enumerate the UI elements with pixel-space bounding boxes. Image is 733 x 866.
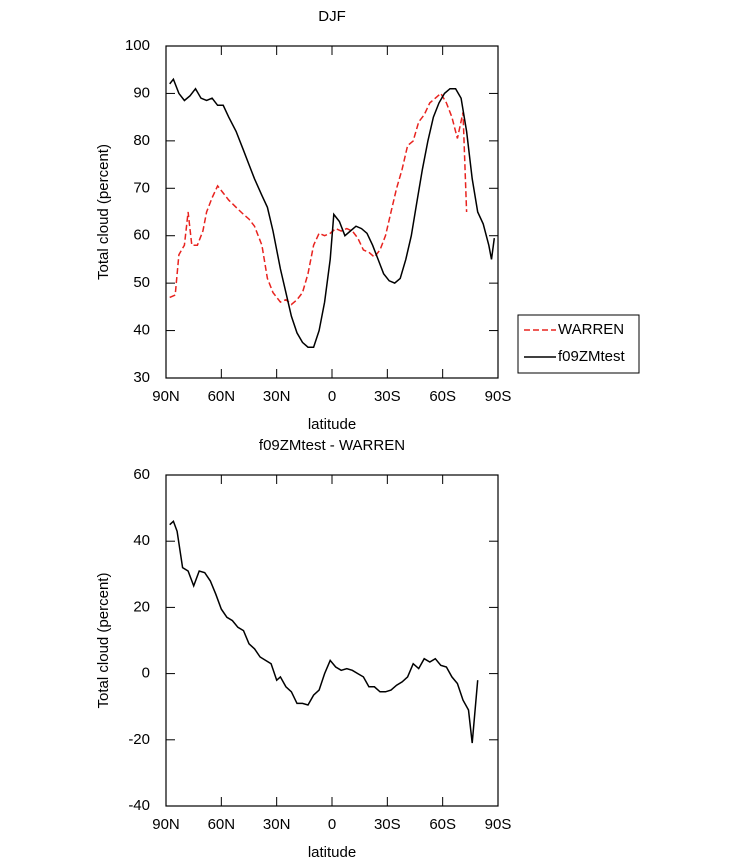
- chart-title: DJF: [318, 8, 346, 25]
- y-axis-label: Total cloud (percent): [95, 573, 112, 709]
- data-line: [169, 92, 468, 306]
- x-tick-label: 30N: [263, 388, 291, 405]
- x-tick-label: 60S: [429, 388, 456, 405]
- x-tick-label: 0: [328, 816, 336, 833]
- y-tick-label: 50: [133, 274, 150, 291]
- y-tick-label: 80: [133, 132, 150, 149]
- y-tick-label: 100: [125, 37, 150, 54]
- y-axis-label: Total cloud (percent): [95, 144, 112, 280]
- x-tick-label: 60S: [429, 816, 456, 833]
- data-line: [169, 519, 479, 744]
- chart-title: f09ZMtest - WARREN: [259, 437, 405, 454]
- y-tick-label: 70: [133, 179, 150, 196]
- y-tick-label: 0: [142, 665, 150, 682]
- y-tick-label: 60: [133, 466, 150, 483]
- y-tick-label: 40: [133, 532, 150, 549]
- x-tick-label: 30S: [374, 816, 401, 833]
- x-tick-label: 30S: [374, 388, 401, 405]
- x-tick-label: 30N: [263, 816, 291, 833]
- legend-label: f09ZMtest: [558, 348, 626, 365]
- x-tick-label: 60N: [208, 388, 236, 405]
- y-tick-label: 30: [133, 369, 150, 386]
- legend-label: WARREN: [558, 321, 624, 338]
- x-axis-label: latitude: [308, 416, 356, 433]
- plot-frame: [165, 474, 499, 807]
- plot-frame: [165, 45, 499, 379]
- y-tick-label: -40: [128, 797, 150, 814]
- y-tick-label: 60: [133, 227, 150, 244]
- x-tick-label: 60N: [208, 816, 236, 833]
- x-tick-label: 0: [328, 388, 336, 405]
- x-tick-label: 90S: [485, 816, 512, 833]
- x-tick-label: 90N: [152, 816, 180, 833]
- x-tick-label: 90N: [152, 388, 180, 405]
- y-tick-label: 40: [133, 322, 150, 339]
- x-axis-label: latitude: [308, 844, 356, 861]
- data-line: [169, 77, 496, 348]
- legend-box: [517, 314, 640, 374]
- y-tick-label: 20: [133, 598, 150, 615]
- y-tick-label: 90: [133, 84, 150, 101]
- y-tick-label: -20: [128, 731, 150, 748]
- x-tick-label: 90S: [485, 388, 512, 405]
